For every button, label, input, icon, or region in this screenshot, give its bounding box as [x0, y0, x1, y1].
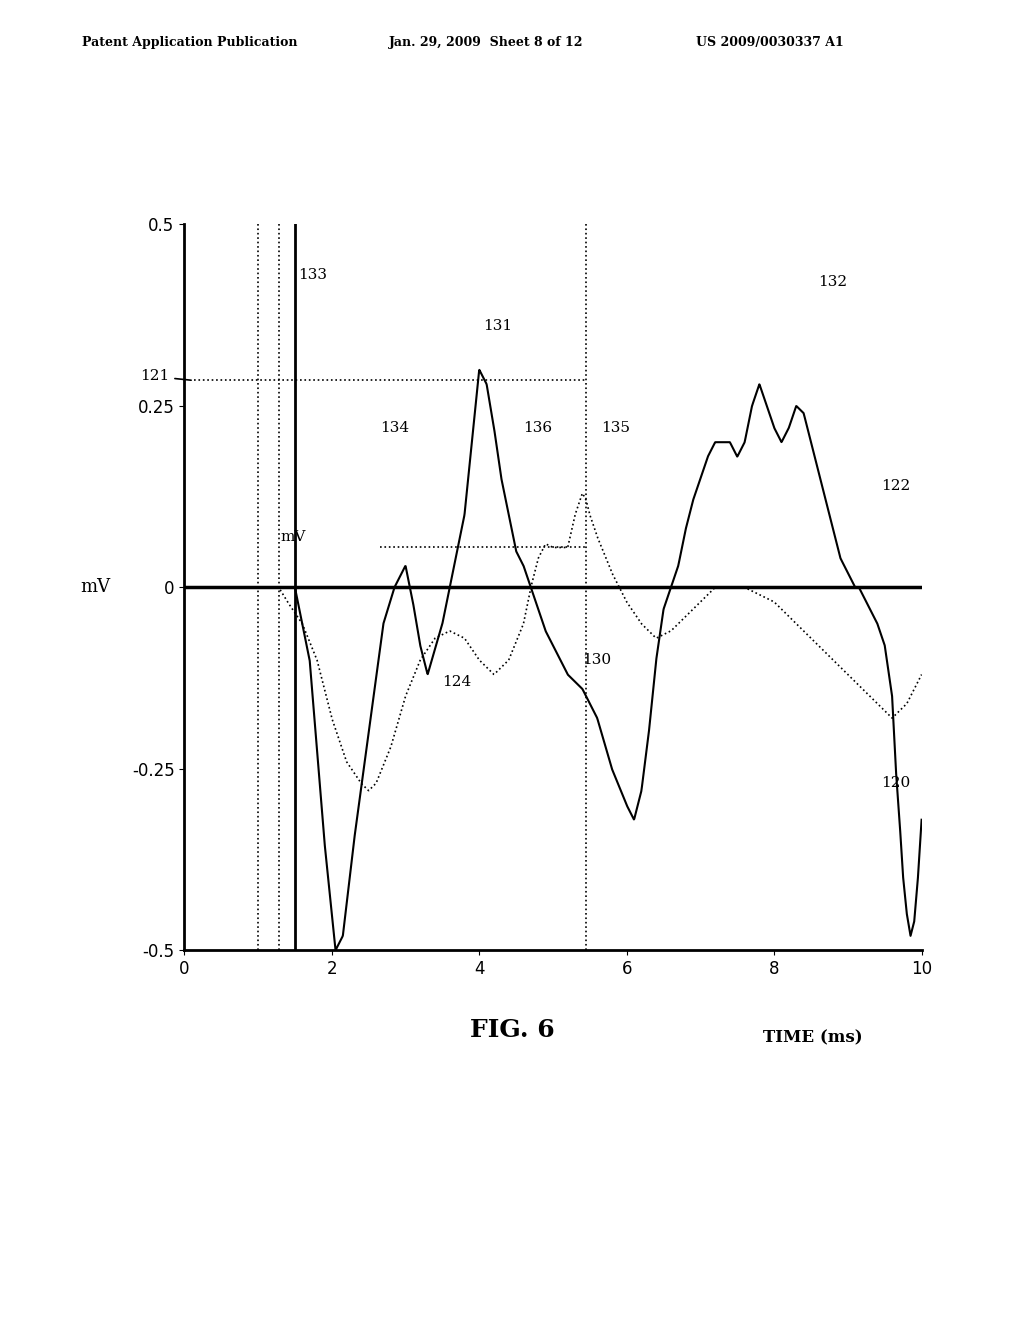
Text: 132: 132	[818, 276, 848, 289]
Text: US 2009/0030337 A1: US 2009/0030337 A1	[696, 36, 844, 49]
Text: 135: 135	[601, 421, 630, 434]
Text: 130: 130	[583, 653, 611, 667]
Text: 136: 136	[523, 421, 553, 434]
Text: TIME (ms): TIME (ms)	[763, 1030, 862, 1045]
Text: 120: 120	[881, 776, 910, 791]
Text: Patent Application Publication: Patent Application Publication	[82, 36, 297, 49]
Text: 121: 121	[140, 370, 191, 384]
Text: 133: 133	[299, 268, 328, 282]
Text: Jan. 29, 2009  Sheet 8 of 12: Jan. 29, 2009 Sheet 8 of 12	[389, 36, 584, 49]
Text: mV: mV	[281, 529, 305, 544]
Text: 122: 122	[881, 479, 910, 492]
Text: mV: mV	[81, 578, 111, 597]
Text: 134: 134	[380, 421, 409, 434]
Text: 124: 124	[442, 675, 472, 689]
Text: FIG. 6: FIG. 6	[470, 1018, 554, 1041]
Text: 131: 131	[483, 319, 512, 333]
